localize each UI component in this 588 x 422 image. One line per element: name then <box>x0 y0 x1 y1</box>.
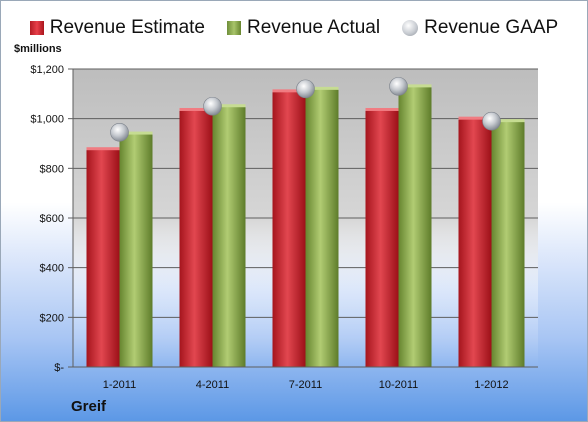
bar-revenue-actual <box>305 88 339 367</box>
marker-revenue-gaap <box>482 111 501 131</box>
legend-swatch-gaap <box>402 20 419 36</box>
bar-revenue-estimate <box>86 149 120 367</box>
bar-revenue-estimate <box>458 118 492 368</box>
bar-revenue-estimate <box>365 109 399 367</box>
bar-top-revenue-estimate <box>179 107 213 111</box>
bar-top-revenue-estimate <box>458 116 492 120</box>
x-tick-label: 7-2011 <box>289 379 322 391</box>
bar-revenue-actual <box>398 86 432 367</box>
marker-revenue-gaap <box>110 123 129 142</box>
marker-revenue-gaap <box>203 96 222 116</box>
company-name: Greif <box>71 398 107 415</box>
bar-top-revenue-actual <box>212 104 246 108</box>
y-tick-label: $1,200 <box>30 64 64 76</box>
y-tick-label: $- <box>54 362 64 374</box>
bar-revenue-estimate <box>179 109 213 367</box>
legend-label-actual: Revenue Actual <box>247 17 381 38</box>
bar-revenue-actual <box>119 133 153 367</box>
legend-swatch-estimate <box>29 21 44 35</box>
bar-top-revenue-actual <box>119 131 153 135</box>
y-axis-unit-label: $millions <box>14 43 62 55</box>
legend-item-gaap: Revenue GAAP <box>402 17 558 39</box>
legend-swatch-actual <box>227 21 241 35</box>
bar-top-revenue-actual <box>491 119 525 123</box>
bar-top-revenue-estimate <box>86 147 120 151</box>
x-tick-label: 1-2012 <box>474 379 508 391</box>
y-tick-label: $200 <box>40 312 64 324</box>
y-tick-label: $400 <box>40 263 64 275</box>
legend-item-actual: Revenue Actual <box>227 17 380 39</box>
bar-top-revenue-estimate <box>272 89 306 93</box>
bar-top-revenue-actual <box>305 86 339 90</box>
x-tick-label: 4-2011 <box>196 379 229 391</box>
y-tick-label: $1,000 <box>30 114 64 126</box>
x-tick-label: 1-2011 <box>103 379 136 391</box>
bar-revenue-actual <box>212 106 246 367</box>
bar-top-revenue-estimate <box>365 107 399 111</box>
x-tick-label: 10-2011 <box>379 379 419 391</box>
bar-revenue-estimate <box>272 91 306 367</box>
chart-legend: Revenue Estimate Revenue Actual Revenue … <box>1 17 587 39</box>
marker-revenue-gaap <box>296 79 315 99</box>
legend-label-gaap: Revenue GAAP <box>424 17 559 38</box>
legend-label-estimate: Revenue Estimate <box>49 17 205 38</box>
y-tick-label: $600 <box>40 213 64 225</box>
marker-revenue-gaap <box>389 77 408 96</box>
y-tick-label: $800 <box>40 163 64 175</box>
legend-item-estimate: Revenue Estimate <box>29 17 205 39</box>
bar-top-revenue-actual <box>398 84 432 88</box>
bar-revenue-actual <box>491 121 525 368</box>
